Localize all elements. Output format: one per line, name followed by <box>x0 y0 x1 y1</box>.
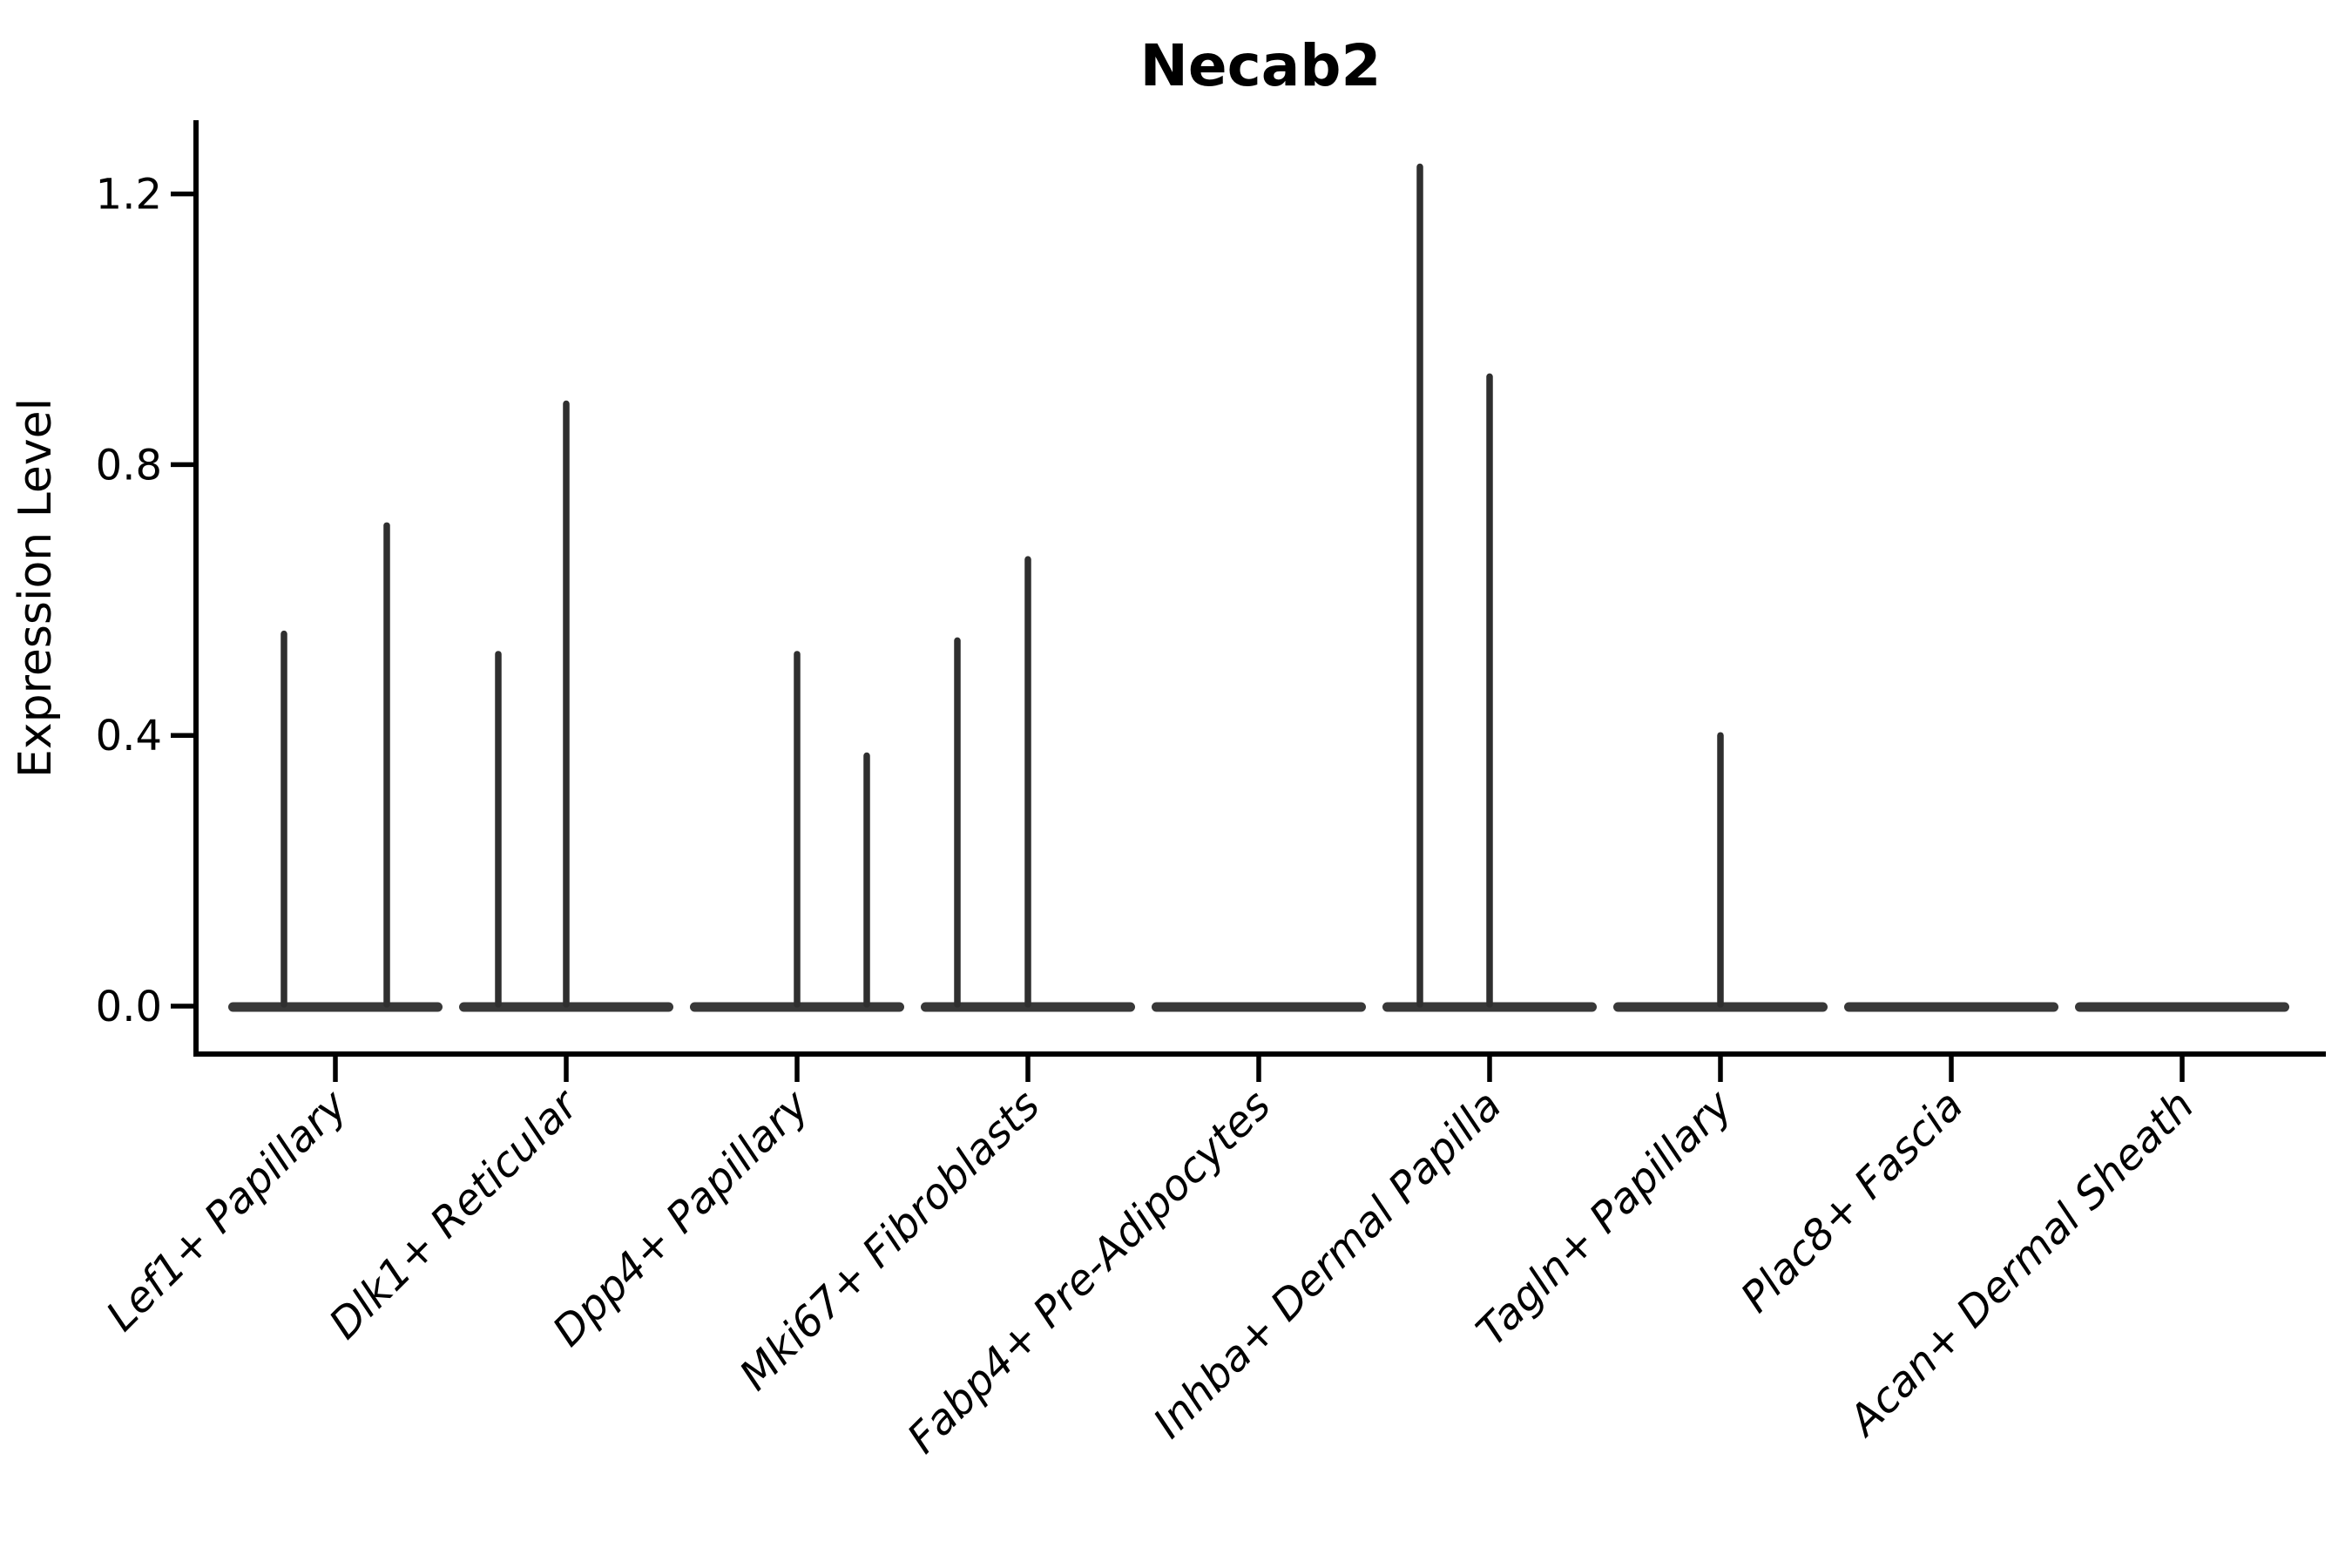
y-axis-label: Expression Level <box>10 398 62 778</box>
chart-title: Necab2 <box>1140 32 1382 99</box>
violin-body <box>228 1002 443 1012</box>
x-tick-label: Plac8+ Fascia <box>1732 1081 1973 1322</box>
x-tick-label: Dlk1+ Reticular <box>320 1079 590 1349</box>
violin-body <box>1152 1002 1366 1012</box>
x-tick-label: Dpp4+ Papillary <box>544 1080 819 1355</box>
y-tick-label: 1.2 <box>96 171 162 220</box>
y-tick-label: 0.8 <box>96 441 162 490</box>
x-tick-label: Lef1+ Papillary <box>97 1080 357 1341</box>
violins-layer <box>228 163 2289 1012</box>
violin-body <box>1844 1002 2058 1012</box>
y-tick-label: 0.4 <box>96 712 162 760</box>
x-tick-label: Fabp4+ Pre-Adipocytes <box>898 1081 1281 1463</box>
violin-body <box>2075 1002 2289 1012</box>
y-tick-label: 0.0 <box>96 983 162 1031</box>
x-tick-label: Tagln+ Papillary <box>1467 1080 1742 1355</box>
y-axis: 0.0 0.4 0.8 1.2 <box>96 171 196 1031</box>
